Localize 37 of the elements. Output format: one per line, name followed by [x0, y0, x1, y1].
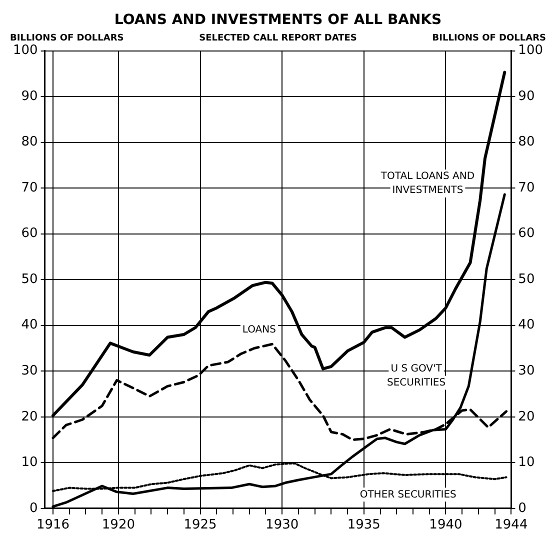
y2-tick-label: 90	[518, 88, 535, 104]
x-tick-label: 1925	[184, 518, 217, 533]
y2-tick-label: 80	[518, 134, 535, 150]
y2-axis-title: BILLIONS OF DOLLARS	[432, 34, 546, 44]
x-tick-label: 1940	[429, 518, 462, 533]
y-tick-label: 0	[30, 500, 38, 516]
y-tick-label: 60	[21, 226, 38, 242]
chart-subtitle: SELECTED CALL REPORT DATES	[199, 34, 357, 44]
y-tick-label: 100	[12, 43, 38, 58]
y-tick-label: 70	[21, 180, 38, 196]
y-tick-label: 10	[21, 455, 38, 470]
y2-tick-label: 70	[518, 180, 535, 196]
y-axis-title: BILLIONS OF DOLLARS	[10, 34, 124, 44]
x-tick-label: 1944	[494, 518, 528, 533]
series-label: OTHER SECURITIES	[360, 489, 456, 500]
y2-tick-label: 20	[518, 409, 535, 424]
y2-tick-label: 60	[518, 226, 535, 242]
series-label: LOANS	[242, 324, 276, 336]
y2-tick-label: 40	[518, 318, 535, 333]
y-tick-label: 30	[21, 363, 38, 378]
y-tick-label: 20	[21, 409, 38, 424]
y-tick-label: 90	[21, 88, 38, 104]
series-label: TOTAL LOANS AND INVESTMENTS	[380, 171, 475, 196]
y2-tick-label: 50	[518, 272, 535, 287]
y2-tick-label: 30	[518, 363, 535, 378]
y2-tick-label: 0	[518, 500, 526, 516]
text: U S GOV'T SECURITIES	[386, 363, 446, 388]
chart-title: LOANS AND INVESTMENTS OF ALL BANKS	[114, 12, 442, 28]
y-tick-label: 50	[21, 272, 38, 287]
y-tick-label: 40	[21, 318, 38, 333]
x-tick-label: 1916	[36, 518, 70, 533]
y2-tick-label: 10	[518, 455, 535, 470]
x-tick-label: 1930	[266, 518, 299, 533]
y-tick-label: 80	[21, 134, 38, 150]
x-tick-label: 1920	[102, 518, 135, 533]
x-tick-label: 1935	[347, 518, 380, 533]
y2-tick-label: 100	[518, 43, 544, 58]
